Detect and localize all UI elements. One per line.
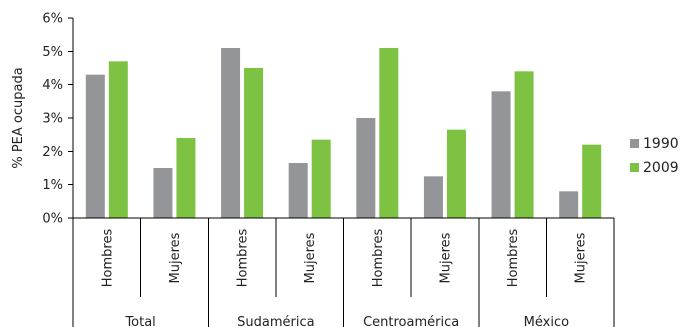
- x-category-label: Mujeres: [168, 232, 183, 283]
- bar-2009-5: [379, 48, 399, 218]
- bar-1990-4: [288, 163, 308, 218]
- bar-1990-7: [491, 91, 511, 218]
- legend-swatch-1990: [630, 139, 639, 148]
- y-axis-label-group: % PEA ocupada: [11, 67, 26, 168]
- legend-swatch-2009: [630, 163, 639, 172]
- x-category-label: Hombres: [100, 229, 115, 288]
- x-category-label: Hombres: [371, 229, 386, 288]
- y-tick-label: 6%: [42, 12, 63, 27]
- y-tick-label: 3%: [42, 112, 63, 127]
- bar-1990-3: [221, 48, 241, 218]
- bar-2009-6: [446, 129, 466, 218]
- legend: 1990 2009: [630, 136, 679, 176]
- bar-1990-2: [153, 168, 173, 218]
- x-category-label: Hombres: [236, 229, 251, 288]
- bars: [85, 48, 602, 219]
- x-category-label: Mujeres: [303, 232, 318, 283]
- bar-1990-6: [423, 176, 443, 218]
- bar-2009-8: [582, 144, 602, 218]
- bar-2009-1: [108, 61, 128, 219]
- bar-2009-2: [176, 138, 196, 218]
- y-axis-title: % PEA ocupada: [11, 67, 26, 168]
- bar-1990-5: [356, 118, 376, 218]
- x-category-label: Mujeres: [574, 232, 589, 283]
- x-group-label: México: [524, 315, 569, 327]
- y-axis: 0% 1% 2% 3% 4% 5% 6%: [42, 12, 74, 227]
- x-group-label: Centroamérica: [363, 315, 459, 327]
- x-group-label: Total: [124, 315, 155, 327]
- y-tick-label: 2%: [42, 145, 63, 160]
- y-tick-label: 4%: [42, 78, 63, 93]
- x-group-label: Sudamérica: [237, 315, 314, 327]
- y-tick-label: 0%: [42, 212, 63, 227]
- bar-2009-4: [311, 139, 331, 218]
- x-category-label: Mujeres: [438, 232, 453, 283]
- bar-2009-7: [514, 71, 534, 218]
- legend-label-2009: 2009: [643, 160, 679, 176]
- legend-label-1990: 1990: [643, 136, 679, 152]
- bar-2009-3: [244, 68, 264, 218]
- bar-1990-1: [85, 74, 105, 219]
- x-axis: Hombres Mujeres Total Hombres Mujeres Sudamér…: [72, 217, 615, 327]
- bar-1990-8: [559, 191, 579, 218]
- x-category-label: Hombres: [506, 229, 521, 288]
- y-tick-label: 1%: [42, 178, 63, 193]
- y-tick-label: 5%: [42, 45, 63, 60]
